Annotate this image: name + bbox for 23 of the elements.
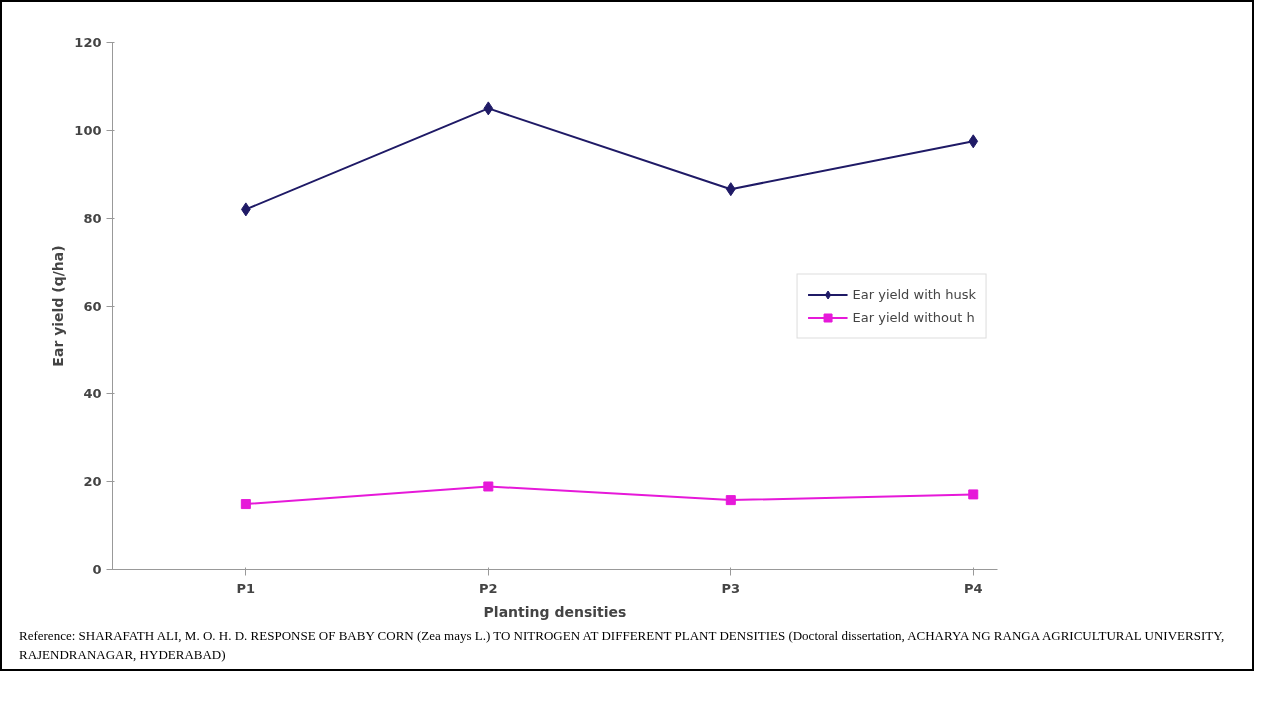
text: Reference: SHARAFATH ALI, M. O. H. D. RESPONSE OF BABY CORN (Zea mays L.) TO NITROGEN AT DIFFERENT PLANT DENSITIES (Doctoral dissertation, ACHARYA NG RANGA AGRICULTURAL UNIVERSITY, RAJENDRANAGAR, HYDERABAD) xyxy=(19,627,1226,664)
x-axis-title: Planting densities xyxy=(483,603,627,620)
point xyxy=(483,481,494,492)
y-tick-label: 0 xyxy=(92,562,102,577)
y-axis-title: Ear yield (q/ha) xyxy=(50,245,67,367)
point xyxy=(725,182,736,197)
point xyxy=(483,101,494,116)
point xyxy=(968,489,979,500)
point xyxy=(240,499,251,510)
point xyxy=(968,134,979,149)
x-tick-label: P2 xyxy=(479,580,498,596)
x-tick-label: P3 xyxy=(721,580,741,596)
point xyxy=(725,495,736,506)
y-tick-label: 40 xyxy=(83,386,102,402)
y-tick-label: 80 xyxy=(83,210,102,226)
legend-label: Ear yield with husk xyxy=(852,286,976,302)
y-tick-label: 120 xyxy=(74,35,102,50)
legend-label: Ear yield without h xyxy=(852,309,975,325)
x-tick-label: P4 xyxy=(963,580,983,596)
y-tick-label: 60 xyxy=(83,298,102,314)
y-tick-label: 100 xyxy=(74,122,102,138)
x-tick-label: P1 xyxy=(236,580,256,596)
y-tick-label: 20 xyxy=(83,474,102,490)
